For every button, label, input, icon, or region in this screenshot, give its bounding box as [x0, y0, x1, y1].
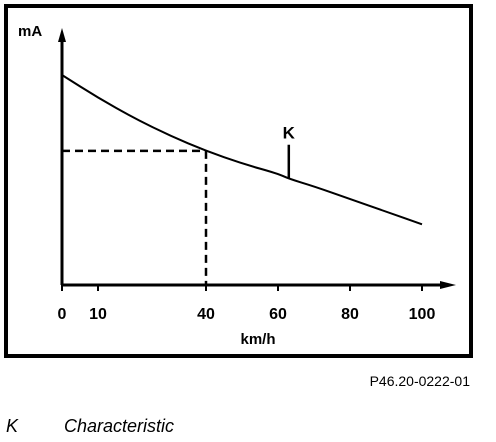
- x-tick-label: 80: [341, 306, 359, 323]
- x-tick-label: 60: [269, 306, 287, 323]
- y-axis-arrow: [58, 28, 66, 42]
- x-axis-arrow: [440, 281, 456, 289]
- x-axis-label: km/h: [240, 331, 275, 348]
- annotation-label: K: [283, 124, 296, 143]
- characteristic-curve: [61, 74, 423, 226]
- y-axis-label: mA: [18, 23, 42, 40]
- chart-border: [4, 4, 473, 358]
- x-tick-label: 0: [58, 306, 67, 323]
- legend-description: Characteristic: [64, 416, 175, 436]
- x-tick-label: 10: [89, 306, 107, 323]
- plot-area: mA km/h 0 10 40 60 80 100 K: [18, 23, 456, 348]
- legend-key: K: [6, 416, 19, 436]
- chart-frame: mA km/h 0 10 40 60 80 100 K: [4, 4, 473, 358]
- reference-code: P46.20-0222-01: [369, 373, 470, 389]
- x-tick-label: 40: [197, 306, 215, 323]
- x-tick-label: 100: [409, 306, 436, 323]
